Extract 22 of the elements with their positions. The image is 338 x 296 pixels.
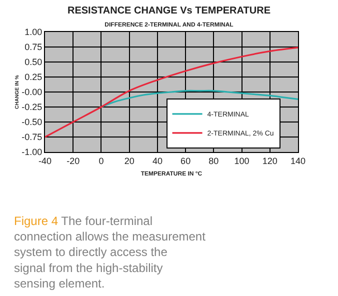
y-tick-label: 1.00 [24, 27, 42, 38]
y-tick-label: -0.00 [22, 87, 42, 98]
caption: Figure 4 [14, 214, 58, 228]
x-tick-label: 40 [152, 156, 162, 166]
x-tick-label: -40 [38, 156, 52, 166]
y-tick-label: 0.50 [24, 57, 42, 68]
line-series [45, 46, 298, 138]
x-tick-label: 20 [124, 156, 134, 166]
x-tick-label: 0 [98, 156, 104, 166]
y-tick-label: -0.25 [22, 102, 42, 112]
x-tick-label: 60 [180, 156, 191, 166]
y-tick-label: -0.75 [22, 132, 42, 142]
x-tick-label: 80 [208, 156, 219, 166]
y-tick-label: 0.75 [24, 42, 42, 52]
y-tick-label: -1.00 [22, 147, 42, 158]
x-tick-label: 140 [290, 156, 306, 166]
y-tick-label: -0.50 [22, 117, 42, 128]
chart-title: RESISTANCE CHANGE Vs TEMPERATURE [68, 5, 271, 16]
y-tick-label: 0.25 [24, 72, 42, 82]
x-tick-label: -20 [66, 156, 80, 166]
x-tick-label: 100 [234, 156, 250, 166]
x-tick-label: 120 [262, 156, 278, 166]
